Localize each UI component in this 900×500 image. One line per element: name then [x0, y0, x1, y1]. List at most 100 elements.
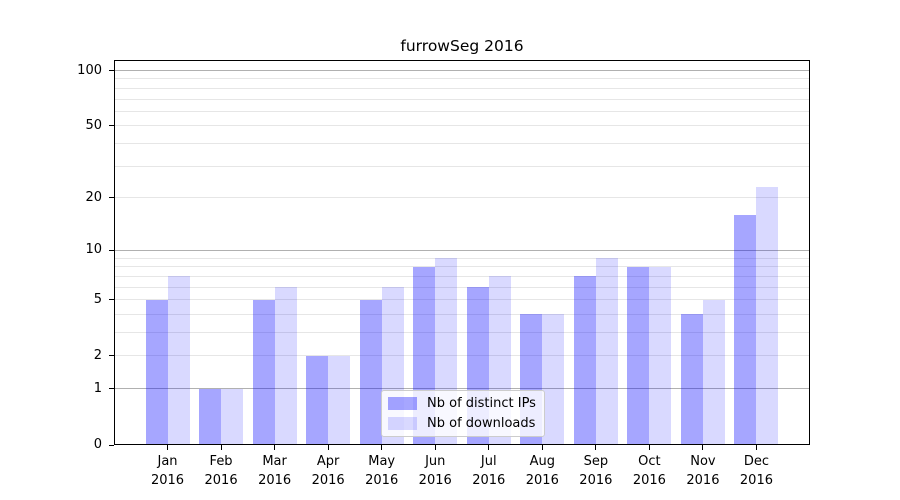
bar-downloads-oct	[649, 266, 672, 445]
minor-gridline	[114, 143, 810, 145]
x-axis-tick-label-line: 2016	[472, 473, 506, 488]
chart-title: furrowSeg 2016	[400, 37, 524, 55]
x-axis-tick	[702, 445, 704, 450]
x-axis-tick	[541, 445, 543, 450]
x-axis-tick-label-line: 2016	[311, 473, 345, 488]
x-axis-tick-label-line: Mar	[262, 454, 287, 469]
x-axis-tick-label: Jan 2016	[138, 452, 198, 490]
bar-downloads-sep	[595, 258, 618, 445]
x-axis-tick-label-line: May	[368, 454, 396, 469]
x-axis-tick-label-line: Apr	[316, 454, 340, 469]
minor-gridline	[114, 125, 810, 127]
legend-entry: Nb of downloads	[388, 416, 536, 431]
x-axis-tick	[434, 445, 436, 450]
bar-distinct-ips-may	[359, 299, 382, 445]
x-axis-tick	[220, 445, 222, 450]
minor-gridline	[114, 286, 810, 288]
major-gridline	[114, 249, 810, 251]
legend-entry: Nb of distinct IPs	[388, 396, 536, 411]
y-axis-tick-label: 2	[93, 347, 102, 363]
x-axis-tick-label-line: 2016	[258, 473, 292, 488]
x-axis-tick-label: Feb 2016	[191, 452, 251, 490]
x-axis-tick-label-line: 2016	[579, 473, 613, 488]
y-axis-tick	[109, 70, 114, 72]
x-axis-tick	[648, 445, 650, 450]
x-axis-tick-label: Dec 2016	[726, 452, 786, 490]
legend-swatch-icon	[388, 397, 417, 410]
y-axis-tick	[109, 355, 114, 357]
bar-downloads-feb	[221, 388, 244, 445]
x-axis-tick-label-line: Nov	[690, 454, 716, 469]
y-axis-tick-label: 0	[93, 437, 102, 452]
legend-swatch-icon	[388, 417, 417, 430]
minor-gridline	[114, 299, 810, 301]
y-axis-tick-label: 20	[85, 189, 102, 205]
y-axis-tick	[109, 444, 114, 446]
y-axis-tick	[109, 299, 114, 301]
minor-gridline	[114, 78, 810, 80]
minor-gridline	[114, 165, 810, 167]
minor-gridline	[114, 257, 810, 259]
y-axis-tick-label: 50	[85, 117, 102, 133]
y-axis-tick-label: 1	[93, 380, 102, 396]
bar-downloads-nov	[702, 299, 725, 445]
legend: Nb of distinct IPs Nb of downloads	[381, 390, 545, 437]
x-axis-tick-label-line: 2016	[204, 473, 238, 488]
bar-downloads-aug	[542, 314, 565, 445]
x-axis-tick-label-line: Sep	[583, 454, 609, 469]
y-axis-tick	[109, 249, 114, 251]
y-axis-tick	[109, 388, 114, 390]
x-axis-tick-label: Oct 2016	[619, 452, 679, 490]
x-axis-tick-label-line: Aug	[529, 454, 555, 469]
bar-downloads-mar	[274, 287, 297, 445]
x-axis-tick-label: Aug 2016	[512, 452, 572, 490]
x-axis-tick-label-line: Dec	[743, 454, 770, 469]
x-axis-tick	[595, 445, 597, 450]
x-axis-tick	[274, 445, 276, 450]
y-axis-tick	[109, 197, 114, 199]
x-axis-tick-label: May 2016	[352, 452, 412, 490]
x-axis-tick-label: Mar 2016	[245, 452, 305, 490]
x-axis-tick-label-line: 2016	[418, 473, 452, 488]
bar-downloads-apr	[328, 355, 351, 445]
minor-gridline	[114, 332, 810, 334]
major-gridline	[114, 388, 810, 390]
x-axis-tick-label-line: 2016	[739, 473, 773, 488]
x-axis-tick	[755, 445, 757, 450]
bar-distinct-ips-dec	[734, 215, 757, 445]
bar-distinct-ips-sep	[573, 276, 596, 445]
y-axis-tick-label: 100	[77, 62, 102, 78]
x-axis-tick-label: Apr 2016	[298, 452, 358, 490]
minor-gridline	[114, 355, 810, 357]
minor-gridline	[114, 87, 810, 89]
x-axis-tick-label-line: 2016	[365, 473, 399, 488]
major-gridline	[114, 70, 810, 72]
bar-downloads-jan	[167, 276, 190, 445]
minor-gridline	[114, 275, 810, 277]
bar-distinct-ips-feb	[199, 388, 222, 445]
x-axis-tick-label-line: Jun	[425, 454, 446, 469]
x-axis-tick-label-line: 2016	[632, 473, 666, 488]
x-axis-tick-label-line: 2016	[525, 473, 559, 488]
minor-gridline	[114, 313, 810, 315]
y-axis-tick	[109, 125, 114, 127]
x-axis-tick	[381, 445, 383, 450]
x-axis-tick-label: Nov 2016	[673, 452, 733, 490]
bar-downloads-dec	[756, 187, 779, 445]
x-axis-tick-label-line: Feb	[209, 454, 233, 469]
minor-gridline	[114, 197, 810, 199]
x-axis-tick-label: Sep 2016	[566, 452, 626, 490]
x-axis-tick-label: Jul 2016	[459, 452, 519, 490]
minor-gridline	[114, 110, 810, 112]
x-axis-tick-label-line: Oct	[638, 454, 661, 469]
x-axis-tick-label-line: Jul	[480, 454, 497, 469]
bar-distinct-ips-oct	[627, 266, 650, 445]
legend-label: Nb of distinct IPs	[427, 396, 536, 411]
bar-distinct-ips-apr	[306, 355, 329, 445]
bar-distinct-ips-nov	[680, 314, 703, 445]
legend-label: Nb of downloads	[427, 416, 536, 431]
bar-distinct-ips-jan	[145, 299, 168, 445]
x-axis-tick	[167, 445, 169, 450]
minor-gridline	[114, 98, 810, 100]
